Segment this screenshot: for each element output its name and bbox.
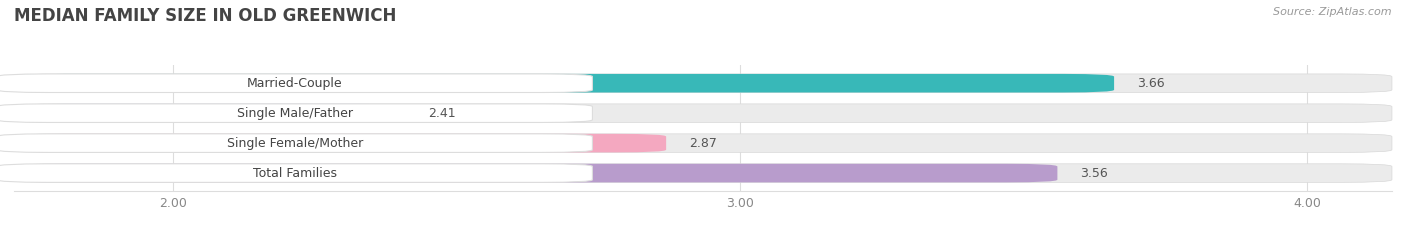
FancyBboxPatch shape [0, 134, 592, 152]
Text: 3.66: 3.66 [1137, 77, 1164, 90]
Text: Source: ZipAtlas.com: Source: ZipAtlas.com [1274, 7, 1392, 17]
FancyBboxPatch shape [14, 134, 666, 152]
FancyBboxPatch shape [14, 74, 1392, 93]
Text: 2.41: 2.41 [427, 107, 456, 120]
FancyBboxPatch shape [14, 74, 1114, 93]
Text: MEDIAN FAMILY SIZE IN OLD GREENWICH: MEDIAN FAMILY SIZE IN OLD GREENWICH [14, 7, 396, 25]
Text: Married-Couple: Married-Couple [247, 77, 343, 90]
FancyBboxPatch shape [0, 164, 592, 182]
FancyBboxPatch shape [0, 104, 592, 123]
FancyBboxPatch shape [14, 164, 1057, 182]
FancyBboxPatch shape [14, 104, 1392, 123]
Text: Single Female/Mother: Single Female/Mother [226, 137, 363, 150]
FancyBboxPatch shape [14, 104, 405, 123]
Text: Single Male/Father: Single Male/Father [236, 107, 353, 120]
Text: 3.56: 3.56 [1080, 167, 1108, 180]
Text: 2.87: 2.87 [689, 137, 717, 150]
FancyBboxPatch shape [0, 74, 592, 93]
FancyBboxPatch shape [14, 164, 1392, 182]
FancyBboxPatch shape [14, 134, 1392, 152]
Text: Total Families: Total Families [253, 167, 337, 180]
